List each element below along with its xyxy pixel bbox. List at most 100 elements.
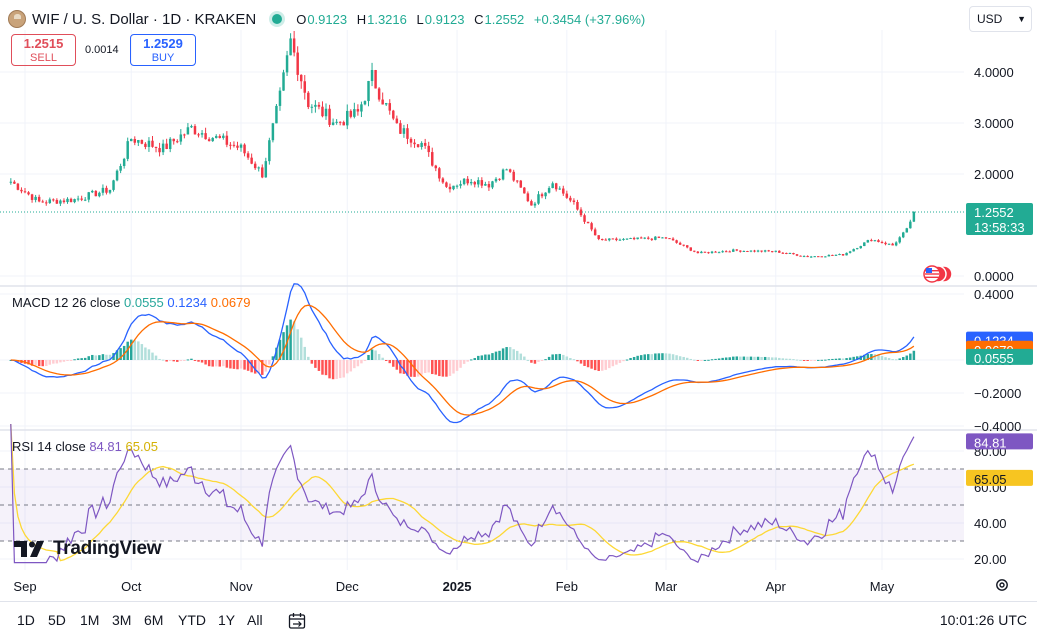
candle-body — [73, 199, 76, 203]
candle-body — [884, 242, 887, 245]
candle-body — [154, 146, 158, 148]
economic-events-icon[interactable] — [920, 264, 954, 284]
timeframe-1m[interactable]: 1M — [80, 612, 100, 628]
macd-hist-bar — [168, 360, 172, 361]
buy-label: BUY — [151, 52, 175, 64]
macd-hist-bar — [172, 360, 175, 362]
macd-hist-bar — [452, 360, 455, 374]
macd-hist-bar — [52, 360, 55, 364]
symbol-title[interactable]: WIF / U. S. Dollar · 1D · KRAKEN — [32, 10, 257, 28]
candle-body — [792, 252, 795, 255]
currency-select[interactable]: USD ▼ — [969, 6, 1032, 32]
macd-hist-bar — [473, 358, 476, 360]
macd-hist-bar — [416, 360, 420, 377]
candle-body — [526, 193, 530, 202]
macd-hist-bar — [55, 360, 59, 364]
sell-label: SELL — [30, 52, 57, 64]
candle-body — [689, 247, 693, 251]
high-value: 1.3216 — [367, 11, 407, 27]
timeframe-1d[interactable]: 1D — [17, 612, 35, 628]
candle-body — [622, 238, 625, 240]
buy-button[interactable]: 1.2529 BUY — [130, 34, 196, 66]
macd-hist-bar — [898, 358, 901, 360]
candle-body — [749, 250, 753, 252]
macd-hist-bar — [721, 357, 724, 360]
candle-body — [636, 237, 639, 240]
macd-hist-bar — [307, 356, 310, 360]
candle-body — [165, 143, 168, 150]
macd-hist-bar — [445, 360, 448, 377]
macd-hist-bar — [282, 332, 285, 360]
sell-button[interactable]: 1.2515 SELL — [11, 34, 76, 66]
candle-body — [739, 250, 742, 252]
macd-hist-bar — [739, 356, 742, 360]
candle-body — [678, 242, 682, 245]
macd-hist-bar — [144, 347, 147, 360]
candle-body — [466, 178, 469, 184]
timeframe-1y[interactable]: 1Y — [218, 612, 236, 628]
macd-hist-bar — [384, 360, 388, 361]
candle-body — [112, 180, 115, 190]
candle-body — [264, 161, 268, 178]
rsi-legend-title: RSI 14 close — [12, 439, 89, 454]
indicator-lines — [10, 283, 915, 564]
candle-body — [639, 237, 643, 239]
candle-body — [763, 250, 767, 252]
macd-hist-bar — [480, 355, 484, 360]
candle-body — [338, 121, 342, 123]
candle-body — [756, 250, 760, 252]
candle-body — [742, 251, 746, 253]
tradingview-logo[interactable]: TradingView — [14, 538, 162, 560]
candle-body — [880, 242, 884, 244]
macd-hist-bar — [41, 360, 44, 367]
candle-body — [331, 122, 335, 125]
time-tick-label: Apr — [766, 579, 787, 594]
timeframe-5d[interactable]: 5D — [48, 612, 66, 628]
macd-hist-bar — [133, 340, 137, 360]
macd-hist-bar — [597, 360, 600, 371]
macd-hist-bar — [374, 350, 377, 360]
candle-body — [140, 139, 144, 144]
macd-hist-bar — [27, 360, 30, 365]
price-tick-label: 0.0000 — [974, 269, 1014, 284]
macd-tick-label: −0.2000 — [974, 386, 1021, 401]
timeframe-all[interactable]: All — [247, 612, 263, 628]
timeframe-3m[interactable]: 3M — [112, 612, 132, 628]
macd-histogram — [9, 319, 916, 380]
candle-body — [778, 250, 781, 253]
macd-hist-bar — [909, 353, 912, 360]
candle-body — [838, 254, 841, 256]
macd-hist-bar — [204, 360, 207, 365]
timeframe-ytd[interactable]: YTD — [178, 612, 206, 628]
candle-body — [501, 169, 505, 180]
macd-hist-bar — [604, 360, 608, 370]
macd-hist-bar — [176, 360, 179, 362]
candle-body — [261, 167, 264, 178]
candle-body — [147, 140, 151, 147]
macd-hist-bar — [855, 356, 859, 360]
macd-hist-bar — [551, 354, 554, 360]
candle-body — [367, 81, 370, 102]
utc-clock[interactable]: 10:01:26 UTC — [939, 612, 1027, 628]
candle-body — [296, 52, 299, 75]
macd-hist-bar — [827, 359, 831, 361]
candle-body — [562, 188, 565, 194]
rsi-badge — [966, 433, 1033, 450]
timeframe-6m[interactable]: 6M — [144, 612, 164, 628]
candle-body — [307, 92, 310, 108]
rsi-legend-value: 65.05 — [125, 439, 158, 454]
candle-body — [41, 201, 44, 203]
macd-hist-bar — [710, 359, 714, 361]
candle-body — [239, 144, 243, 148]
macd-hist-bar — [342, 360, 345, 378]
candle-body — [859, 246, 862, 249]
candle-body — [625, 238, 629, 240]
candle-body — [423, 142, 427, 146]
calendar-range-icon[interactable] — [287, 611, 307, 631]
candle-body — [342, 122, 345, 126]
candle-body — [572, 200, 576, 202]
gear-icon[interactable] — [994, 577, 1010, 593]
candle-body — [441, 178, 445, 183]
candle-body — [108, 189, 112, 193]
